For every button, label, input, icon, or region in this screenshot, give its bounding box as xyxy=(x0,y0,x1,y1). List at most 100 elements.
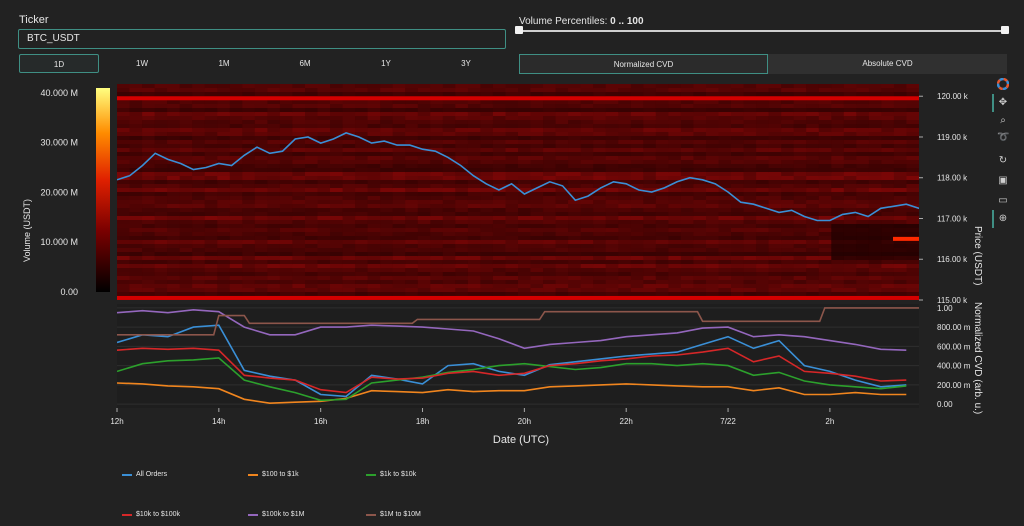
heatmap-cell xyxy=(380,168,394,173)
timeframe-button-1w[interactable]: 1W xyxy=(136,59,148,68)
heatmap-cell xyxy=(392,232,406,237)
heatmap-cell xyxy=(680,124,694,129)
zoom-icon[interactable]: ⌕ xyxy=(1000,115,1006,126)
heatmap-cell xyxy=(167,256,181,261)
heatmap-cell xyxy=(317,84,331,89)
heatmap-cell xyxy=(756,264,770,269)
legend-item[interactable]: $100 to $1k xyxy=(248,471,299,478)
heatmap-cell xyxy=(655,204,669,209)
heatmap-cell xyxy=(505,108,519,113)
timeframe-button-1m[interactable]: 1M xyxy=(218,59,230,68)
heatmap-cell xyxy=(818,228,832,233)
heatmap-cell xyxy=(367,216,381,221)
heatmap-cell xyxy=(279,184,293,189)
heatmap-cell xyxy=(643,160,657,165)
heatmap-cell xyxy=(505,128,519,133)
heatmap-cell xyxy=(367,264,381,269)
heatmap-cell xyxy=(743,220,757,225)
heatmap-cell xyxy=(568,280,582,285)
heatmap-cell xyxy=(317,116,331,121)
heatmap-cell xyxy=(380,188,394,193)
legend-item[interactable]: $1k to $10k xyxy=(366,471,416,478)
heatmap-cell xyxy=(743,236,757,241)
heatmap-cell xyxy=(630,104,644,109)
heatmap-cell xyxy=(142,204,156,209)
legend-item[interactable]: $1M to $10M xyxy=(366,511,421,518)
heatmap-cell xyxy=(154,128,168,133)
legend-item[interactable]: $10k to $100k xyxy=(122,511,180,518)
normalized-cvd-button[interactable]: Normalized CVD xyxy=(519,54,768,74)
heatmap-cell xyxy=(806,240,820,245)
heatmap-cell xyxy=(643,108,657,113)
heatmap-cell xyxy=(254,172,268,177)
heatmap-cell xyxy=(217,204,231,209)
heatmap-cell xyxy=(655,192,669,197)
heatmap-cell xyxy=(543,88,557,93)
heatmap-cell xyxy=(467,112,481,117)
heatmap-cell xyxy=(292,156,306,161)
heatmap-cell xyxy=(367,88,381,93)
heatmap-cell xyxy=(279,272,293,277)
legend-item[interactable]: $100k to $1M xyxy=(248,511,304,518)
heatmap-cell xyxy=(906,248,919,253)
heatmap-cell xyxy=(693,260,707,265)
reset-icon[interactable]: ↻ xyxy=(998,155,1008,166)
color-wheel-icon[interactable] xyxy=(996,77,1010,91)
heatmap-cell xyxy=(330,140,344,145)
heatmap-cell xyxy=(442,164,456,169)
heatmap-cell xyxy=(192,204,206,209)
volume-slider-high-handle[interactable] xyxy=(1001,26,1009,34)
heatmap-cell xyxy=(229,120,243,125)
heatmap-cell xyxy=(580,200,594,205)
timeframe-button-3y[interactable]: 3Y xyxy=(461,59,471,68)
heatmap-cell xyxy=(731,244,745,249)
heatmap-cell xyxy=(843,188,857,193)
heatmap-cell xyxy=(530,224,544,229)
timeframe-button-1d[interactable]: 1D xyxy=(19,54,99,73)
heatmap-cell xyxy=(204,196,218,201)
heatmap-cell xyxy=(167,260,181,265)
heatmap-cell xyxy=(543,100,557,105)
heatmap-cell xyxy=(179,220,193,225)
crosshair-icon[interactable]: ⊕ xyxy=(998,213,1008,224)
heatmap-cell xyxy=(142,192,156,197)
heatmap-cell xyxy=(831,228,845,233)
heatmap-cell xyxy=(217,128,231,133)
heatmap-cell xyxy=(217,176,231,181)
heatmap-cell xyxy=(806,220,820,225)
absolute-cvd-button[interactable]: Absolute CVD xyxy=(768,54,1007,74)
heatmap-cell xyxy=(756,216,770,221)
save-icon[interactable]: ▣ xyxy=(998,175,1008,186)
heatmap-cell xyxy=(518,120,532,125)
heatmap-cell xyxy=(242,108,256,113)
ticker-input[interactable]: BTC_USDT xyxy=(18,29,506,49)
lasso-icon[interactable]: ➰ xyxy=(997,132,1010,143)
heatmap-cell xyxy=(843,204,857,209)
heatmap-cell xyxy=(818,120,832,125)
heatmap-cell xyxy=(142,184,156,189)
volume-slider-track[interactable] xyxy=(519,30,1007,32)
heatmap-cell xyxy=(618,132,632,137)
heatmap-cell xyxy=(643,220,657,225)
heatmap-cell xyxy=(217,272,231,277)
hover-icon[interactable]: ▭ xyxy=(998,195,1008,206)
timeframe-button-1y[interactable]: 1Y xyxy=(381,59,391,68)
heatmap-cell xyxy=(718,272,732,277)
heatmap-cell xyxy=(117,100,131,105)
heatmap-cell xyxy=(868,292,882,297)
volume-slider-low-handle[interactable] xyxy=(515,26,523,34)
heatmap-cell xyxy=(392,156,406,161)
heatmap-cell xyxy=(305,232,319,237)
timeframe-button-6m[interactable]: 6M xyxy=(299,59,311,68)
heatmap-cell xyxy=(568,204,582,209)
heatmap-cell xyxy=(405,124,419,129)
heatmap-cell xyxy=(317,184,331,189)
heatmap-cell xyxy=(906,184,919,189)
heatmap-cell xyxy=(204,116,218,121)
heatmap-cell xyxy=(706,264,720,269)
pan-icon[interactable]: ✥ xyxy=(998,97,1008,108)
legend-item[interactable]: All Orders xyxy=(122,471,167,478)
heatmap-cell xyxy=(781,196,795,201)
heatmap-cell xyxy=(831,152,845,157)
